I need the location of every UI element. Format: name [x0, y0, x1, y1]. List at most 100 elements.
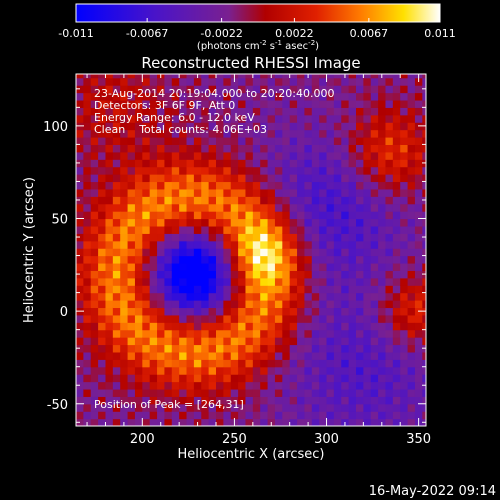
heatmap-cell: [186, 166, 195, 175]
heatmap-cell: [105, 255, 114, 264]
heatmap-cell: [370, 337, 379, 346]
heatmap-cell: [274, 322, 283, 331]
heatmap-cell: [164, 292, 173, 301]
heatmap-cell: [260, 277, 269, 286]
heatmap-cell: [363, 388, 372, 397]
heatmap-cell: [230, 114, 239, 123]
heatmap-cell: [267, 277, 276, 286]
heatmap-cell: [98, 144, 107, 153]
heatmap-cell: [120, 277, 129, 286]
heatmap-cell: [127, 388, 136, 397]
heatmap-cell: [326, 211, 335, 220]
heatmap-cell: [304, 351, 313, 360]
heatmap-cell: [179, 240, 188, 249]
heatmap-cell: [356, 248, 364, 257]
heatmap-cell: [90, 136, 99, 145]
heatmap-cell: [392, 203, 401, 212]
heatmap-cell: [230, 240, 239, 249]
heatmap-cell: [274, 225, 283, 234]
heatmap-cell: [105, 396, 114, 405]
heatmap-cell: [422, 129, 426, 138]
heatmap-cell: [238, 396, 247, 405]
heatmap-cell: [297, 122, 306, 131]
heatmap-cell: [274, 388, 283, 397]
heatmap-cell: [304, 218, 313, 227]
heatmap-cell: [120, 136, 129, 145]
heatmap-cell: [186, 136, 195, 145]
heatmap-cell: [378, 77, 387, 86]
heatmap-cell: [105, 166, 114, 175]
heatmap-cell: [83, 144, 92, 153]
heatmap-cell: [407, 107, 416, 116]
heatmap-cell: [289, 262, 298, 271]
heatmap-cell: [186, 233, 195, 242]
heatmap-cell: [414, 270, 423, 279]
colorbar-units: (photons cm-2 s-1 asec-2): [197, 39, 319, 52]
heatmap-cell: [127, 314, 136, 323]
heatmap-cell: [297, 203, 306, 212]
heatmap-cell: [223, 411, 232, 420]
heatmap-cell: [120, 122, 129, 131]
heatmap-cell: [252, 411, 261, 420]
heatmap-cell: [157, 218, 166, 227]
heatmap-cell: [348, 344, 357, 353]
heatmap-cell: [142, 77, 151, 86]
heatmap-cell: [289, 196, 298, 205]
heatmap-cell: [304, 322, 313, 331]
heatmap-cell: [120, 166, 129, 175]
heatmap-cell: [223, 307, 232, 316]
heatmap-cell: [341, 218, 350, 227]
heatmap-cell: [319, 188, 328, 197]
heatmap-cell: [319, 322, 328, 331]
heatmap-cell: [171, 396, 180, 405]
heatmap-cell: [304, 203, 313, 212]
heatmap-cell: [216, 285, 224, 294]
heatmap-cell: [216, 337, 224, 346]
heatmap-cell: [76, 166, 84, 175]
heatmap-cell: [223, 240, 232, 249]
heatmap-cell: [98, 337, 107, 346]
heatmap-cell: [267, 203, 276, 212]
heatmap-cell: [319, 255, 328, 264]
heatmap-cell: [289, 159, 298, 168]
heatmap-cell: [363, 314, 372, 323]
heatmap-cell: [252, 136, 261, 145]
heatmap-cell: [105, 240, 114, 249]
heatmap-cell: [319, 122, 328, 131]
heatmap-cell: [252, 396, 261, 405]
heatmap-cell: [407, 218, 416, 227]
heatmap-cell: [297, 270, 306, 279]
heatmap-cell: [274, 381, 283, 390]
heatmap-cell: [333, 166, 342, 175]
heatmap-cell: [230, 166, 239, 175]
heatmap-cell: [267, 77, 276, 86]
heatmap-cell: [252, 248, 261, 257]
heatmap-cell: [370, 74, 379, 79]
heatmap-cell: [400, 188, 409, 197]
heatmap-cell: [370, 300, 379, 309]
heatmap-cell: [127, 337, 136, 346]
heatmap-cell: [319, 262, 328, 271]
heatmap-cell: [252, 181, 261, 190]
heatmap-cell: [341, 329, 350, 338]
x-tick-label: 350: [406, 432, 431, 447]
heatmap-cell: [333, 255, 342, 264]
heatmap-cell: [216, 359, 224, 368]
heatmap-cell: [289, 322, 298, 331]
heatmap-cell: [392, 136, 401, 145]
heatmap-cell: [333, 240, 342, 249]
heatmap-cell: [201, 211, 210, 220]
heatmap-cell: [98, 233, 107, 242]
heatmap-cell: [356, 388, 364, 397]
heatmap-cell: [76, 403, 84, 412]
heatmap-cell: [267, 211, 276, 220]
heatmap-cell: [282, 136, 291, 145]
heatmap-cell: [282, 181, 291, 190]
heatmap-cell: [260, 240, 269, 249]
heatmap-cell: [164, 329, 173, 338]
heatmap-cell: [400, 314, 409, 323]
heatmap-cell: [90, 233, 99, 242]
heatmap-cell: [171, 366, 180, 375]
heatmap-cell: [245, 136, 254, 145]
heatmap-cell: [370, 388, 379, 397]
